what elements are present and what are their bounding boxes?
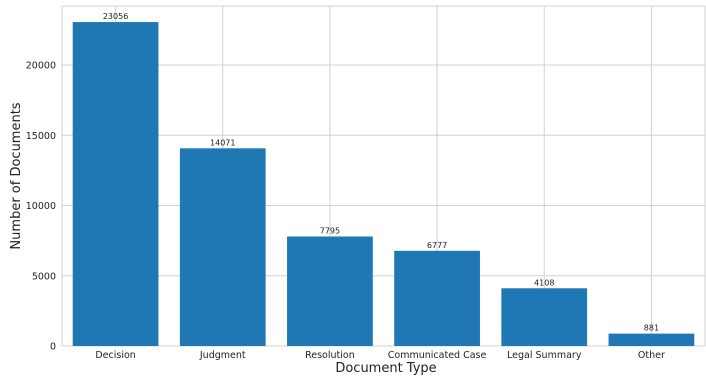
data-label: 6777: [427, 241, 447, 250]
x-tick-label: Communicated Case: [388, 350, 487, 361]
bars: [72, 22, 695, 347]
bar-judgment: [179, 148, 266, 346]
y-tick-label: 15000: [26, 131, 56, 142]
y-tick-label: 10000: [26, 201, 56, 212]
x-tick-label: Judgment: [199, 350, 246, 361]
y-axis: 0 5000 10000 15000 20000: [26, 61, 56, 353]
data-label: 23056: [103, 12, 128, 21]
data-label: 881: [644, 324, 659, 333]
y-tick-label: 0: [50, 342, 56, 353]
y-tick-label: 5000: [32, 271, 56, 282]
bar-decision: [72, 22, 159, 347]
bar-resolution: [287, 236, 373, 346]
bar-communicated-case: [394, 250, 480, 346]
y-tick-label: 20000: [26, 61, 56, 72]
x-axis-title: Document Type: [335, 361, 436, 375]
data-label: 14071: [210, 138, 235, 147]
y-axis-title: Number of Documents: [9, 102, 24, 249]
x-tick-label: Decision: [95, 350, 135, 361]
x-tick-label: Legal Summary: [507, 350, 582, 361]
x-axis: Decision Judgment Resolution Communicated C…: [95, 350, 665, 361]
x-tick-label: Other: [638, 350, 665, 361]
bar-other: [608, 333, 695, 346]
data-label: 7795: [320, 226, 340, 235]
bar-legal-summary: [501, 288, 588, 346]
x-tick-label: Resolution: [305, 350, 355, 361]
data-labels: 23056 14071 7795 6777 4108 881: [103, 12, 659, 333]
data-label: 4108: [534, 278, 554, 287]
